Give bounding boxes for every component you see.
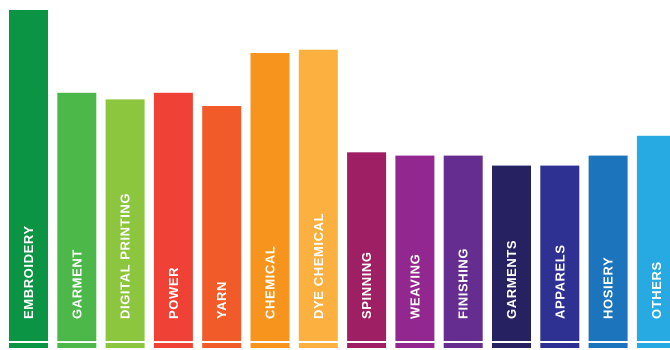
bar-group: HOSIERY <box>588 155 628 348</box>
bar-group: DYE CHEMICAL <box>298 49 338 348</box>
bar-label: DYE CHEMICAL <box>311 213 326 319</box>
bar-base-strip <box>9 343 48 348</box>
bar-group: DIGITAL PRINTING <box>105 99 145 348</box>
bar-base-strip <box>492 343 531 348</box>
bar-group: OTHERS <box>636 135 670 348</box>
bar-base-strip <box>347 343 387 348</box>
bar-label: CHEMICAL <box>263 246 278 319</box>
bar-label: FINISHING <box>456 248 471 319</box>
bar-group: WEAVING <box>395 155 435 348</box>
bar-group: SPINNING <box>347 152 387 348</box>
bar <box>540 165 580 341</box>
bar <box>395 155 435 341</box>
bar-group: GARMENTS <box>492 165 531 348</box>
bar-base-strip <box>443 343 483 348</box>
bar-base-strip <box>202 343 242 348</box>
bar-base-strip <box>540 343 580 348</box>
bar-label: GARMENT <box>69 249 84 319</box>
bar-label: GARMENTS <box>504 240 519 319</box>
bar-base-strip <box>636 343 670 348</box>
bar-label: EMBROIDERY <box>21 225 36 319</box>
bar-group: EMBROIDERY <box>9 10 48 348</box>
bar <box>9 10 48 341</box>
bar-label: OTHERS <box>649 261 664 319</box>
bar <box>202 106 242 341</box>
bar-label: APPARELS <box>552 244 567 319</box>
bar-group: APPARELS <box>540 165 580 348</box>
bar-base-strip <box>250 343 290 348</box>
bar-label: DIGITAL PRINTING <box>118 193 133 319</box>
bar <box>588 155 628 341</box>
bar <box>250 53 290 341</box>
bar-label: POWER <box>166 267 181 319</box>
bar-base-strip <box>588 343 628 348</box>
bar-base-strip <box>153 343 193 348</box>
bar-group: POWER <box>153 92 193 348</box>
bar-label: SPINNING <box>359 251 374 319</box>
bar-base-strip <box>298 343 338 348</box>
bar-base-strip <box>395 343 435 348</box>
bar-label: WEAVING <box>407 254 422 319</box>
bar <box>298 49 338 341</box>
bar-label: YARN <box>214 281 229 319</box>
bar-group: CHEMICAL <box>250 53 290 348</box>
bar-label: HOSIERY <box>601 257 616 319</box>
bar-group: FINISHING <box>443 155 483 348</box>
bar <box>636 135 670 341</box>
bar-group: GARMENT <box>57 92 97 348</box>
bar-base-strip <box>57 343 97 348</box>
bar <box>57 92 97 342</box>
bar <box>105 99 145 342</box>
bar <box>347 152 387 341</box>
bar <box>443 155 483 341</box>
bar-group: YARN <box>202 106 242 348</box>
bar-base-strip <box>105 343 145 348</box>
bar <box>492 165 531 341</box>
bar <box>153 92 193 342</box>
